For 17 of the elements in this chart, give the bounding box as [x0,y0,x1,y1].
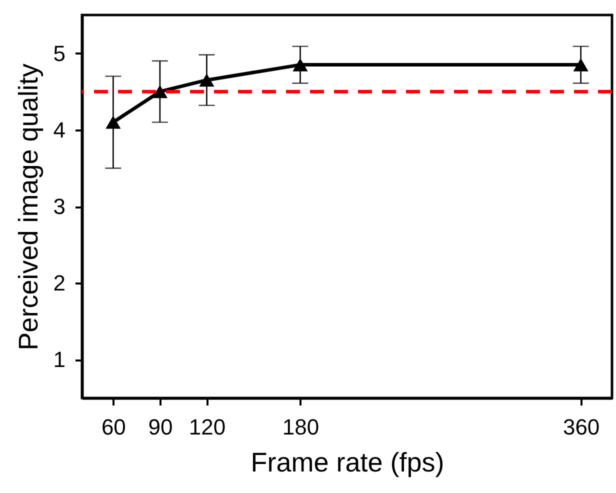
y-axis-title: Perceived image quality [13,63,44,350]
y-tick-label: 5 [53,40,66,66]
y-tick-label: 3 [53,194,66,219]
x-axis-title: Frame rate (fps) [250,448,444,478]
point [292,58,308,72]
point [152,85,168,98]
y-tick-label: 4 [53,117,66,142]
x-tick-label: 60 [101,414,126,440]
y-tick-label: 1 [53,347,66,372]
x-tick-label: 120 [188,414,226,440]
x-tick-label: 180 [282,414,320,440]
y-tick-label: 2 [53,270,66,296]
point [573,58,588,72]
x-tick-label: 360 [562,414,600,440]
point [199,74,214,87]
point [106,116,121,129]
x-tick-label: 90 [148,414,173,440]
